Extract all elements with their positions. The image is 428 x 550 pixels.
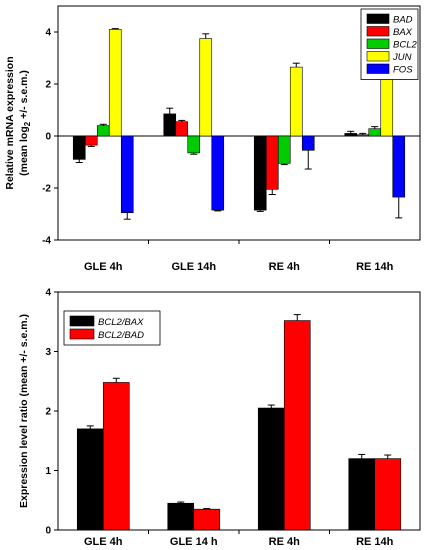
bottom-chart-legend: BCL2/BAX BCL2/BAD bbox=[63, 310, 161, 346]
c1-category-label: RE 4h bbox=[269, 261, 300, 273]
c2-legend-label: BCL2/BAX bbox=[98, 317, 144, 328]
c1-bar-jun bbox=[289, 66, 303, 137]
c2-bar-bcl2-bad bbox=[283, 320, 311, 531]
c1-bar-bcl2 bbox=[96, 125, 110, 137]
c1-bar-jun bbox=[199, 38, 213, 137]
c1-category-label: RE 14h bbox=[356, 261, 394, 273]
c2-y-tick-label: 0 bbox=[45, 526, 51, 537]
bottom-chart-y-axis-label: Expression level ratio (mean +/- s.e.m.) bbox=[18, 314, 30, 508]
c1-bar-fos bbox=[211, 135, 225, 211]
bottom-chart-marks: 0 1 2 3 4 GLE 4h GLE 14 h RE 4h RE 14h bbox=[45, 288, 402, 548]
c1-y-tick-label: 2 bbox=[45, 80, 51, 91]
c1-bar-bax bbox=[265, 135, 279, 190]
top-chart-y-axis-label-line2: (mean log2 +/- s.e.m.) bbox=[18, 70, 32, 176]
c1-legend-swatch bbox=[366, 51, 390, 62]
c2-bar-bcl2-bax bbox=[257, 407, 285, 531]
c1-legend-swatch bbox=[366, 26, 390, 37]
c2-category-label: RE 14h bbox=[356, 536, 394, 548]
c1-y-tick-label: -4 bbox=[42, 236, 51, 247]
c2-bar-bcl2-bad bbox=[193, 508, 221, 531]
c2-y-tick-label: 2 bbox=[45, 407, 51, 418]
c2-category-label: GLE 14 h bbox=[170, 536, 218, 548]
c1-legend-swatch bbox=[366, 38, 390, 49]
c2-bar-bcl2-bad bbox=[374, 458, 402, 531]
c2-bar-bcl2-bax bbox=[76, 428, 104, 531]
c1-bar-jun bbox=[380, 75, 394, 137]
c2-legend-label: BCL2/BAD bbox=[98, 330, 144, 341]
bottom-chart: 0 1 2 3 4 GLE 4h GLE 14 h RE 4h RE 14h Expressio… bbox=[18, 288, 421, 548]
c1-bar-bcl2 bbox=[368, 128, 382, 137]
c2-legend-swatch bbox=[69, 315, 95, 327]
c2-y-tick-label: 1 bbox=[45, 466, 51, 477]
c1-bar-fos bbox=[120, 135, 134, 213]
c1-bar-bax bbox=[84, 135, 98, 146]
c2-bar-bcl2-bax bbox=[348, 458, 376, 531]
c1-category-label: GLE 14h bbox=[171, 261, 216, 273]
top-chart-y-label-pre: (mean log bbox=[18, 126, 30, 176]
c2-y-tick-label: 4 bbox=[45, 288, 51, 299]
c2-category-label: GLE 4h bbox=[84, 536, 123, 548]
c2-bar-bcl2-bad bbox=[102, 382, 130, 531]
c1-bar-fos bbox=[392, 135, 406, 198]
top-chart-y-axis-label-line1: Relative mRNA expression bbox=[4, 56, 16, 189]
c1-category-label: GLE 4h bbox=[84, 261, 123, 273]
c1-y-tick-label: 4 bbox=[45, 28, 51, 39]
c1-bar-bcl2 bbox=[187, 135, 201, 154]
c1-bar-bax bbox=[356, 134, 370, 137]
c1-bar-bad bbox=[72, 135, 86, 160]
c1-y-tick-label: -2 bbox=[42, 184, 51, 195]
c1-legend-label: BAX bbox=[393, 27, 413, 38]
c1-bar-bad bbox=[163, 113, 177, 137]
c1-bar-bax bbox=[175, 121, 189, 137]
c1-legend-label: BCL2 bbox=[393, 40, 417, 51]
c1-legend-swatch bbox=[366, 63, 390, 74]
c1-y-tick-label: 0 bbox=[45, 132, 51, 143]
top-chart: -4 -2 0 2 4 GLE 4h GLE 14h RE 4h RE 14h Relative… bbox=[4, 5, 421, 273]
c1-bar-bad bbox=[253, 135, 267, 211]
top-chart-marks: -4 -2 0 2 4 GLE 4h GLE 14h RE 4h RE 14h bbox=[42, 28, 420, 273]
c2-category-label: RE 4h bbox=[269, 536, 300, 548]
c2-y-tick-label: 3 bbox=[45, 347, 51, 358]
c2-bar-bcl2-bax bbox=[167, 502, 195, 531]
c1-legend-label: BAD bbox=[393, 15, 413, 26]
c1-bar-bad bbox=[344, 133, 358, 137]
top-chart-y-label-post: +/- s.e.m.) bbox=[18, 70, 30, 122]
c1-legend-swatch bbox=[366, 13, 390, 24]
top-chart-y-label-sub: 2 bbox=[23, 121, 32, 126]
c1-legend-label: JUN bbox=[392, 52, 412, 63]
c1-bar-jun bbox=[108, 29, 122, 137]
c2-legend-swatch bbox=[69, 328, 95, 340]
c1-bar-fos bbox=[301, 135, 315, 151]
c1-bar-bcl2 bbox=[277, 135, 291, 164]
c1-legend-label: FOS bbox=[393, 65, 413, 76]
